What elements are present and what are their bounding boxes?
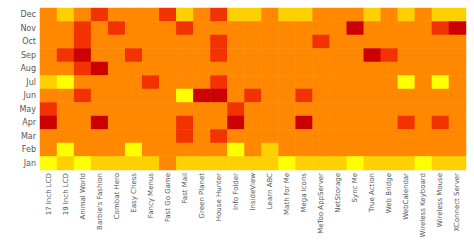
svg-text:Mar: Mar: [21, 132, 37, 141]
svg-text:May: May: [19, 105, 36, 114]
svg-text:Jun: Jun: [23, 91, 37, 100]
svg-text:Sep: Sep: [21, 51, 36, 60]
svg-text:Wireless Mouse: Wireless Mouse: [436, 173, 444, 227]
svg-text:Jul: Jul: [25, 78, 36, 87]
svg-text:Info Folder: Info Folder: [232, 173, 240, 210]
svg-text:Fast Mail: Fast Mail: [181, 173, 189, 204]
svg-text:True Action: True Action: [368, 173, 376, 213]
svg-text:Jan: Jan: [23, 159, 36, 168]
svg-text:Dec: Dec: [21, 10, 36, 19]
svg-text:XConnect Server: XConnect Server: [453, 173, 461, 232]
svg-text:House Hunter: House Hunter: [215, 173, 223, 221]
svg-text:Fancy Menus: Fancy Menus: [147, 173, 155, 219]
svg-text:Nov: Nov: [20, 24, 36, 33]
svg-text:InsideView: InsideView: [249, 173, 257, 211]
svg-text:Wireless Keyboard: Wireless Keyboard: [419, 173, 427, 237]
svg-text:MeToo AppServer: MeToo AppServer: [317, 173, 325, 234]
svg-text:NetStorage: NetStorage: [334, 173, 342, 213]
svg-text:Oct: Oct: [22, 37, 36, 46]
svg-text:19 Inch LCD: 19 Inch LCD: [62, 173, 70, 215]
svg-text:Easy Chess: Easy Chess: [130, 173, 138, 213]
svg-text:Barbie's Fashion: Barbie's Fashion: [96, 173, 104, 230]
svg-text:Fast Go Game: Fast Go Game: [164, 173, 172, 222]
svg-text:Apr: Apr: [22, 118, 37, 127]
svg-text:Animal World: Animal World: [79, 173, 87, 220]
svg-text:Feb: Feb: [22, 145, 36, 154]
svg-text:Math for Me: Math for Me: [283, 173, 291, 215]
svg-text:Green Planet: Green Planet: [198, 173, 206, 219]
svg-text:WebCalendar: WebCalendar: [402, 173, 410, 220]
svg-text:17 Inch LCD: 17 Inch LCD: [45, 173, 53, 215]
svg-text:Web Bridge: Web Bridge: [385, 173, 393, 213]
svg-text:Mega Icons: Mega Icons: [300, 173, 308, 213]
svg-text:Learn ABC: Learn ABC: [266, 173, 274, 209]
svg-text:Combat Hero: Combat Hero: [113, 173, 121, 219]
svg-text:Aug: Aug: [20, 64, 36, 73]
svg-text:Sync Me: Sync Me: [351, 173, 359, 202]
